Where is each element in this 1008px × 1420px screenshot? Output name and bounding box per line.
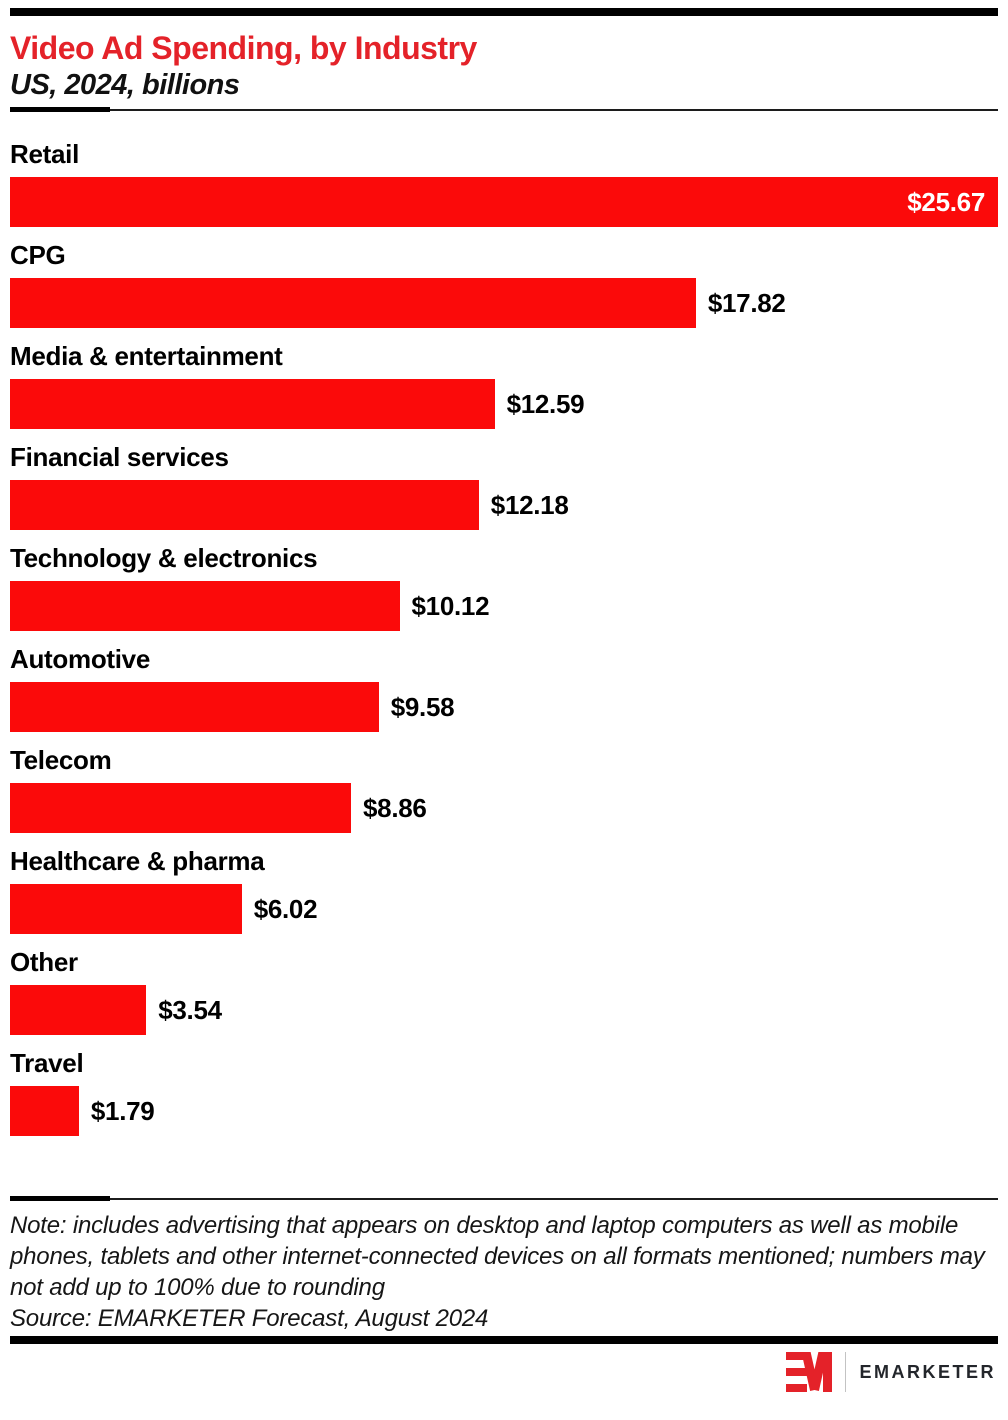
- bar: [10, 581, 400, 631]
- bar-line: $12.59: [10, 379, 998, 429]
- bar: [10, 278, 696, 328]
- chart-row: Other $3.54: [10, 947, 998, 1035]
- category-label: Financial services: [10, 442, 229, 472]
- value-label: $6.02: [253, 893, 318, 924]
- chart-row: Travel $1.79: [10, 1048, 998, 1136]
- bar-line: $1.79: [10, 1086, 998, 1136]
- bar: [10, 1086, 79, 1136]
- category-label: Travel: [10, 1048, 84, 1078]
- bar-line: $9.58: [10, 682, 998, 732]
- category-label: Automotive: [10, 644, 151, 674]
- category-label: Retail: [10, 139, 80, 169]
- value-label: $12.59: [506, 388, 585, 419]
- chart-row: Financial services $12.18: [10, 442, 998, 530]
- bar-line: $12.18: [10, 480, 998, 530]
- chart-source: Source: EMARKETER Forecast, August 2024: [10, 1305, 489, 1332]
- category-label: CPG: [10, 240, 66, 270]
- bar-line: $25.67: [10, 177, 998, 227]
- bottom-accent-bar: [10, 1336, 998, 1344]
- bar-line: $10.12: [10, 581, 998, 631]
- bar-line: $8.86: [10, 783, 998, 833]
- logo-row: EMARKETER: [10, 1352, 998, 1392]
- chart-row: Telecom $8.86: [10, 745, 998, 833]
- bar: [10, 783, 351, 833]
- chart-row: Technology & electronics $10.12: [10, 543, 998, 631]
- category-label: Healthcare & pharma: [10, 846, 265, 876]
- bar: [10, 480, 479, 530]
- brand-wordmark: EMARKETER: [859, 1361, 996, 1382]
- top-accent-bar: [10, 8, 998, 16]
- bar: [10, 682, 379, 732]
- footer-divider: [10, 1196, 998, 1201]
- chart-row: Healthcare & pharma $6.02: [10, 846, 998, 934]
- footnote-block: Note: includes advertising that appears …: [10, 1210, 998, 1334]
- value-label: $8.86: [363, 792, 427, 823]
- page-title: Video Ad Spending, by Industry: [10, 30, 477, 66]
- header-divider: [10, 107, 998, 112]
- value-label-inside: $25.67: [907, 186, 985, 217]
- value-label: $17.82: [707, 287, 786, 318]
- value-label: $1.79: [90, 1095, 155, 1126]
- value-label: $9.58: [390, 691, 455, 722]
- chart-note: Note: includes advertising that appears …: [10, 1212, 985, 1301]
- category-label: Technology & electronics: [10, 543, 318, 573]
- value-label: $12.18: [490, 489, 569, 520]
- category-label: Media & entertainment: [10, 341, 283, 371]
- bar-chart: Retail $25.67 CPG $17.82 Media & enterta…: [10, 139, 998, 1136]
- chart-row: Automotive $9.58: [10, 644, 998, 732]
- bar: [10, 985, 147, 1035]
- chart-row: CPG $17.82: [10, 240, 998, 328]
- bar-line: $6.02: [10, 884, 998, 934]
- emarketer-logo-icon: [786, 1352, 833, 1392]
- chart-row: Media & entertainment $12.59: [10, 341, 998, 429]
- bar: $25.67: [10, 177, 998, 227]
- bar: [10, 884, 242, 934]
- value-label: $3.54: [158, 994, 222, 1025]
- page-subtitle: US, 2024, billions: [10, 69, 240, 101]
- value-label: $10.12: [411, 590, 490, 621]
- bar-line: $3.54: [10, 985, 998, 1035]
- logo-divider: [845, 1352, 847, 1392]
- bar: [10, 379, 495, 429]
- chart-row: Retail $25.67: [10, 139, 998, 227]
- category-label: Other: [10, 947, 78, 977]
- bar-line: $17.82: [10, 278, 998, 328]
- category-label: Telecom: [10, 745, 112, 775]
